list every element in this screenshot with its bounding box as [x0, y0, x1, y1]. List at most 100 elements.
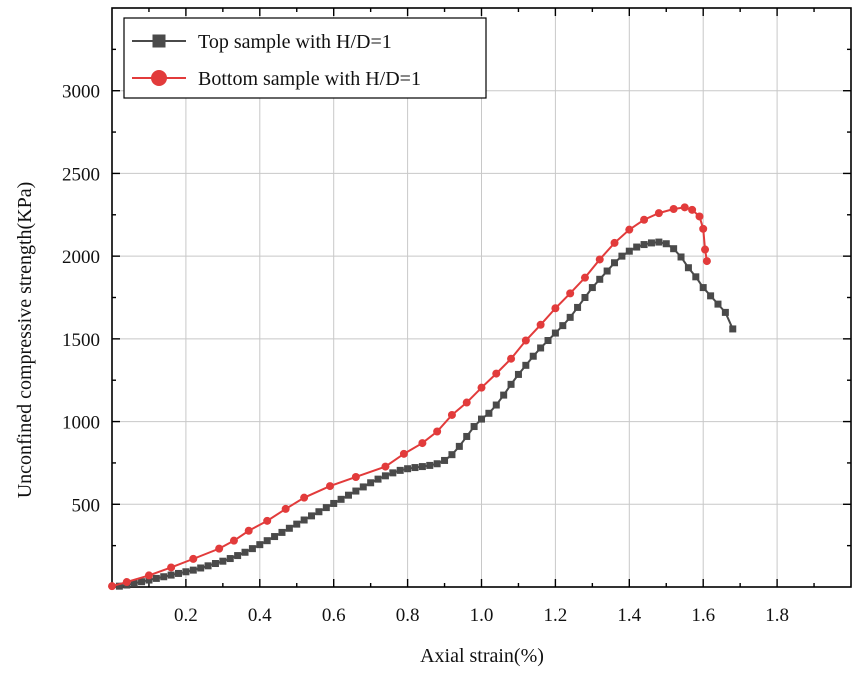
data-point — [633, 243, 641, 251]
data-point — [226, 555, 234, 563]
data-point — [566, 313, 574, 321]
data-point — [611, 259, 619, 267]
data-point — [433, 460, 441, 468]
legend-box — [123, 17, 487, 99]
x-tick-label: 1.2 — [544, 605, 568, 626]
y-tick-label: 2000 — [62, 247, 100, 268]
axes: 0.2 0.4 0.6 0.8 1.0 1.2 1.4 1.6 1.8 500 1000 1500 20… — [62, 7, 852, 626]
data-point — [551, 304, 560, 313]
data-point — [695, 212, 704, 221]
data-point — [677, 253, 685, 261]
data-point — [271, 533, 279, 541]
data-point — [566, 289, 575, 298]
series-2 — [108, 203, 711, 591]
data-point — [721, 308, 729, 316]
data-point — [219, 557, 227, 565]
data-point — [447, 410, 456, 419]
data-point — [404, 465, 412, 473]
data-point — [315, 508, 323, 516]
y-tick-label: 2500 — [62, 164, 100, 185]
data-point — [281, 504, 290, 513]
x-tick-label: 1.8 — [765, 605, 789, 626]
data-point — [521, 336, 530, 345]
data-point — [492, 369, 501, 378]
data-point — [625, 247, 633, 255]
data-point — [662, 240, 670, 248]
data-point — [426, 461, 434, 469]
x-tick-label: 1.4 — [617, 605, 641, 626]
data-point — [492, 401, 500, 409]
data-point — [234, 552, 242, 560]
data-point — [477, 383, 486, 392]
data-point — [130, 579, 138, 587]
data-point — [536, 320, 545, 329]
data-point — [381, 462, 390, 471]
data-point — [699, 284, 707, 292]
data-point — [396, 466, 404, 474]
data-point — [692, 273, 700, 281]
data-point — [300, 493, 309, 502]
data-point — [160, 573, 168, 581]
data-point — [418, 439, 427, 448]
data-point — [551, 329, 559, 337]
data-point — [595, 255, 604, 264]
data-point — [574, 303, 582, 311]
data-point — [122, 578, 131, 587]
data-point — [300, 516, 308, 524]
data-point — [470, 423, 478, 431]
data-point — [381, 472, 389, 480]
data-point — [647, 239, 655, 247]
y-tick-label: 1500 — [62, 330, 100, 351]
data-point — [500, 391, 508, 399]
data-point — [625, 225, 634, 234]
data-point — [359, 483, 367, 491]
data-point — [182, 568, 190, 576]
data-point — [351, 472, 360, 481]
data-point — [293, 520, 301, 528]
y-axis-title: Unconfined compressive strength(KPa) — [14, 182, 36, 499]
x-tick-label: 1.6 — [691, 605, 715, 626]
data-point — [478, 415, 485, 423]
x-tick-label: 0.2 — [174, 605, 198, 626]
y-tick-label: 500 — [72, 495, 101, 516]
data-point — [640, 215, 649, 224]
data-point — [485, 409, 493, 417]
data-point — [581, 294, 589, 301]
data-point — [389, 469, 397, 477]
data-point — [167, 563, 176, 572]
legend-marker — [151, 70, 167, 86]
data-point — [337, 495, 345, 503]
data-point — [152, 574, 160, 582]
data-point — [729, 325, 737, 333]
data-point — [669, 204, 678, 213]
data-point — [326, 482, 335, 491]
data-point — [367, 479, 375, 487]
data-point — [462, 398, 471, 407]
data-point — [455, 442, 463, 450]
data-point — [688, 205, 697, 214]
data-point — [699, 224, 708, 233]
data-point — [537, 344, 545, 352]
legend: Top sample with H/D=1 Bottom sample with … — [123, 17, 487, 99]
data-point — [215, 544, 224, 553]
series-1 — [115, 238, 737, 590]
x-tick-label: 0.8 — [396, 605, 420, 626]
data-point — [229, 536, 238, 545]
data-point — [175, 569, 183, 577]
y-tick-label: 3000 — [62, 82, 100, 103]
data-point — [580, 273, 589, 282]
data-point — [278, 528, 286, 536]
data-point — [529, 352, 537, 360]
data-point — [374, 475, 382, 483]
grid — [112, 8, 851, 587]
data-point — [514, 370, 522, 378]
data-point — [167, 571, 175, 579]
data-point — [701, 245, 710, 254]
data-point — [680, 203, 689, 212]
x-tick-label: 1.0 — [470, 605, 494, 626]
data-point — [108, 582, 116, 591]
data-point — [263, 516, 272, 525]
data-point — [655, 238, 663, 246]
